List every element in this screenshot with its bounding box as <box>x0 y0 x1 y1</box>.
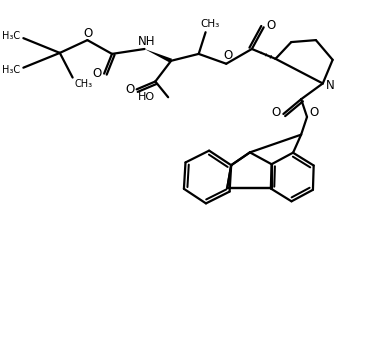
Text: O: O <box>125 83 134 96</box>
Text: O: O <box>84 27 93 40</box>
Text: CH₃: CH₃ <box>200 19 219 29</box>
Text: O: O <box>224 49 233 62</box>
Text: H₃C: H₃C <box>2 31 21 41</box>
Text: HO: HO <box>138 92 155 102</box>
Text: NH: NH <box>138 35 155 48</box>
Polygon shape <box>144 49 172 63</box>
Text: N: N <box>326 79 335 92</box>
Text: O: O <box>272 105 281 119</box>
Text: O: O <box>309 106 319 120</box>
Text: H₃C: H₃C <box>2 65 21 75</box>
Text: O: O <box>93 67 102 80</box>
Text: O: O <box>266 19 275 32</box>
Text: CH₃: CH₃ <box>74 79 93 89</box>
